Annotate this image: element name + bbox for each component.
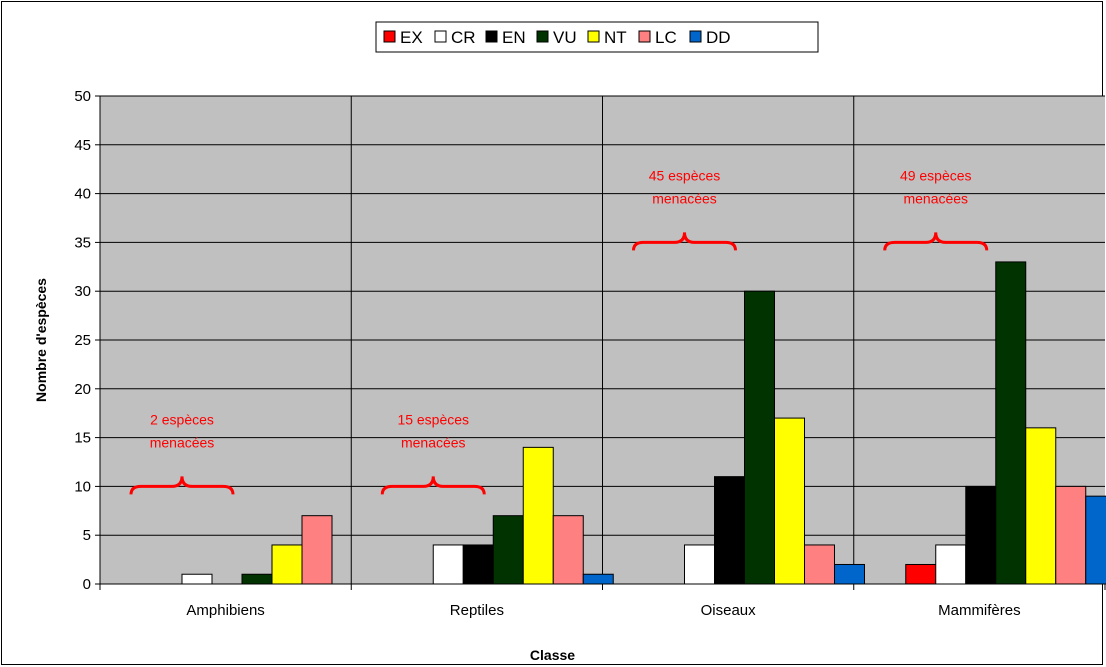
legend-label-ex: EX	[400, 28, 423, 47]
x-tick-label: Mammifères	[938, 602, 1021, 619]
y-tick-label: 20	[74, 381, 91, 398]
y-tick-label: 25	[74, 332, 91, 349]
y-tick-label: 40	[74, 186, 91, 203]
y-tick-label: 10	[74, 478, 91, 495]
legend-swatch-ex	[383, 30, 396, 43]
bar-vu	[241, 573, 273, 585]
annotation-text: 49 espèces	[900, 167, 972, 183]
bar-dd	[1085, 495, 1106, 585]
legend-label-lc: LC	[655, 28, 677, 47]
bar-nt	[1025, 427, 1057, 585]
bar-en	[714, 476, 745, 585]
legend-swatch-lc	[638, 30, 651, 43]
bar-lc	[301, 515, 333, 585]
bar-dd	[834, 563, 865, 585]
legend-swatch-cr	[434, 30, 447, 43]
legend-label-vu: VU	[553, 28, 577, 47]
bar-nt	[522, 446, 554, 585]
y-tick-label: 0	[83, 576, 91, 593]
y-tick-label: 15	[74, 430, 91, 447]
y-tick-label: 5	[83, 527, 91, 544]
bar-cr	[684, 544, 715, 585]
bar-lc	[804, 544, 835, 585]
legend-swatch-nt	[587, 30, 600, 43]
annotation-brace	[883, 232, 989, 251]
annotation-text: menacées	[652, 190, 717, 206]
bar-vu	[995, 261, 1027, 585]
annotation-brace	[129, 476, 235, 495]
bar-cr	[935, 544, 967, 585]
legend-swatch-en	[485, 30, 498, 43]
bar-nt	[271, 544, 303, 585]
y-tick-label: 50	[74, 88, 91, 105]
bar-nt	[774, 417, 805, 585]
bar-en	[462, 544, 494, 585]
x-tick-label: Reptiles	[450, 602, 504, 619]
annotation-text: menacées	[903, 190, 968, 206]
annotation-text: menacées	[150, 434, 215, 450]
legend-label-nt: NT	[604, 28, 627, 47]
annotation-brace	[380, 476, 486, 495]
bar-cr	[432, 544, 464, 585]
bar-vu	[744, 290, 775, 585]
annotation-text: 15 espèces	[397, 411, 469, 427]
bar-lc	[552, 515, 584, 585]
y-tick-label: 35	[74, 234, 91, 251]
x-tick-label: Amphibiens	[186, 602, 264, 619]
y-tick-label: 30	[74, 283, 91, 300]
annotation-brace	[632, 232, 737, 251]
bar-cr	[181, 573, 213, 585]
legend-label-dd: DD	[706, 28, 731, 47]
legend-label-en: EN	[502, 28, 526, 47]
bar-dd	[582, 573, 614, 585]
bar-lc	[1055, 485, 1087, 585]
y-axis-title: Nombre d'espèces	[33, 278, 49, 402]
y-tick-label: 45	[74, 137, 91, 154]
bar-vu	[492, 515, 524, 585]
x-axis-title: Classe	[530, 647, 575, 663]
legend-label-cr: CR	[451, 28, 476, 47]
legend-swatch-vu	[536, 30, 549, 43]
bar-ex	[905, 563, 937, 585]
legend-swatch-dd	[689, 30, 702, 43]
x-tick-label: Oiseaux	[701, 602, 757, 619]
annotation-text: 45 espèces	[649, 167, 721, 183]
annotation-text: menacées	[401, 434, 466, 450]
annotation-text: 2 espèces	[150, 411, 214, 427]
bar-en	[965, 485, 997, 585]
